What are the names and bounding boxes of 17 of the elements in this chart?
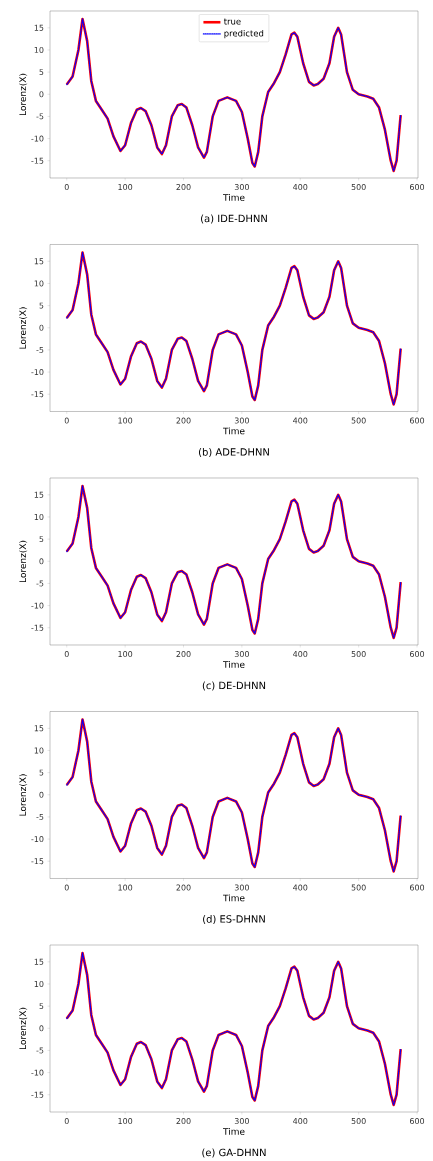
text: (c) DE-DHNN — [202, 681, 266, 691]
x-axis-title: Time — [223, 427, 245, 435]
y-axis-title: Lorenz(X) — [19, 73, 28, 116]
text: (a) IDE-DHNN — [201, 214, 267, 224]
y-axis-title: Lorenz(X) — [19, 1007, 28, 1050]
legend-label: true — [223, 18, 241, 25]
y-axis-title: Lorenz(X) — [19, 774, 28, 816]
legend-label: predicted — [224, 29, 264, 39]
y-axis-title: Lorenz(X) — [19, 307, 28, 349]
x-axis-title: Time — [223, 660, 245, 668]
text: (d) ES-DHNN — [203, 915, 265, 924]
text: (b) ADE-DHNN — [199, 448, 269, 457]
x-axis-title: Time — [223, 193, 245, 201]
x-axis-title: Time — [223, 1127, 245, 1135]
x-axis-title: Time — [223, 894, 245, 902]
text: (e) GA-DHNN — [202, 1148, 266, 1158]
y-axis-title: Lorenz(X) — [19, 540, 28, 583]
